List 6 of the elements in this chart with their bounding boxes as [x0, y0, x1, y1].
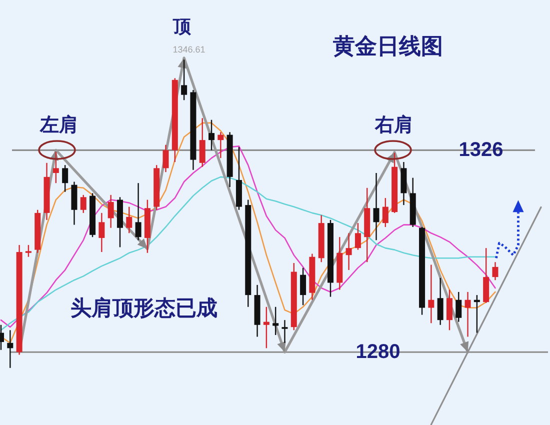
title: 黄金日线图	[333, 34, 443, 60]
annotation: 头肩顶形态已成	[70, 296, 218, 320]
annotation: 顶	[173, 16, 191, 38]
annotation: 右肩	[375, 114, 413, 136]
annotation: 1346.61	[172, 44, 206, 55]
annotation: 左肩	[40, 114, 78, 136]
